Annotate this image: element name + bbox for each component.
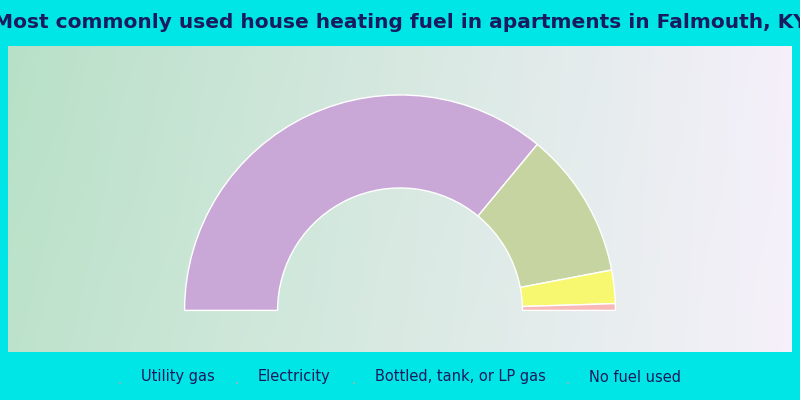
Wedge shape [520,270,615,306]
Wedge shape [185,95,538,310]
Wedge shape [522,304,615,310]
Wedge shape [478,144,612,288]
Text: Most commonly used house heating fuel in apartments in Falmouth, KY: Most commonly used house heating fuel in… [0,14,800,32]
Legend: Utility gas, Electricity, Bottled, tank, or LP gas, No fuel used: Utility gas, Electricity, Bottled, tank,… [113,364,687,390]
